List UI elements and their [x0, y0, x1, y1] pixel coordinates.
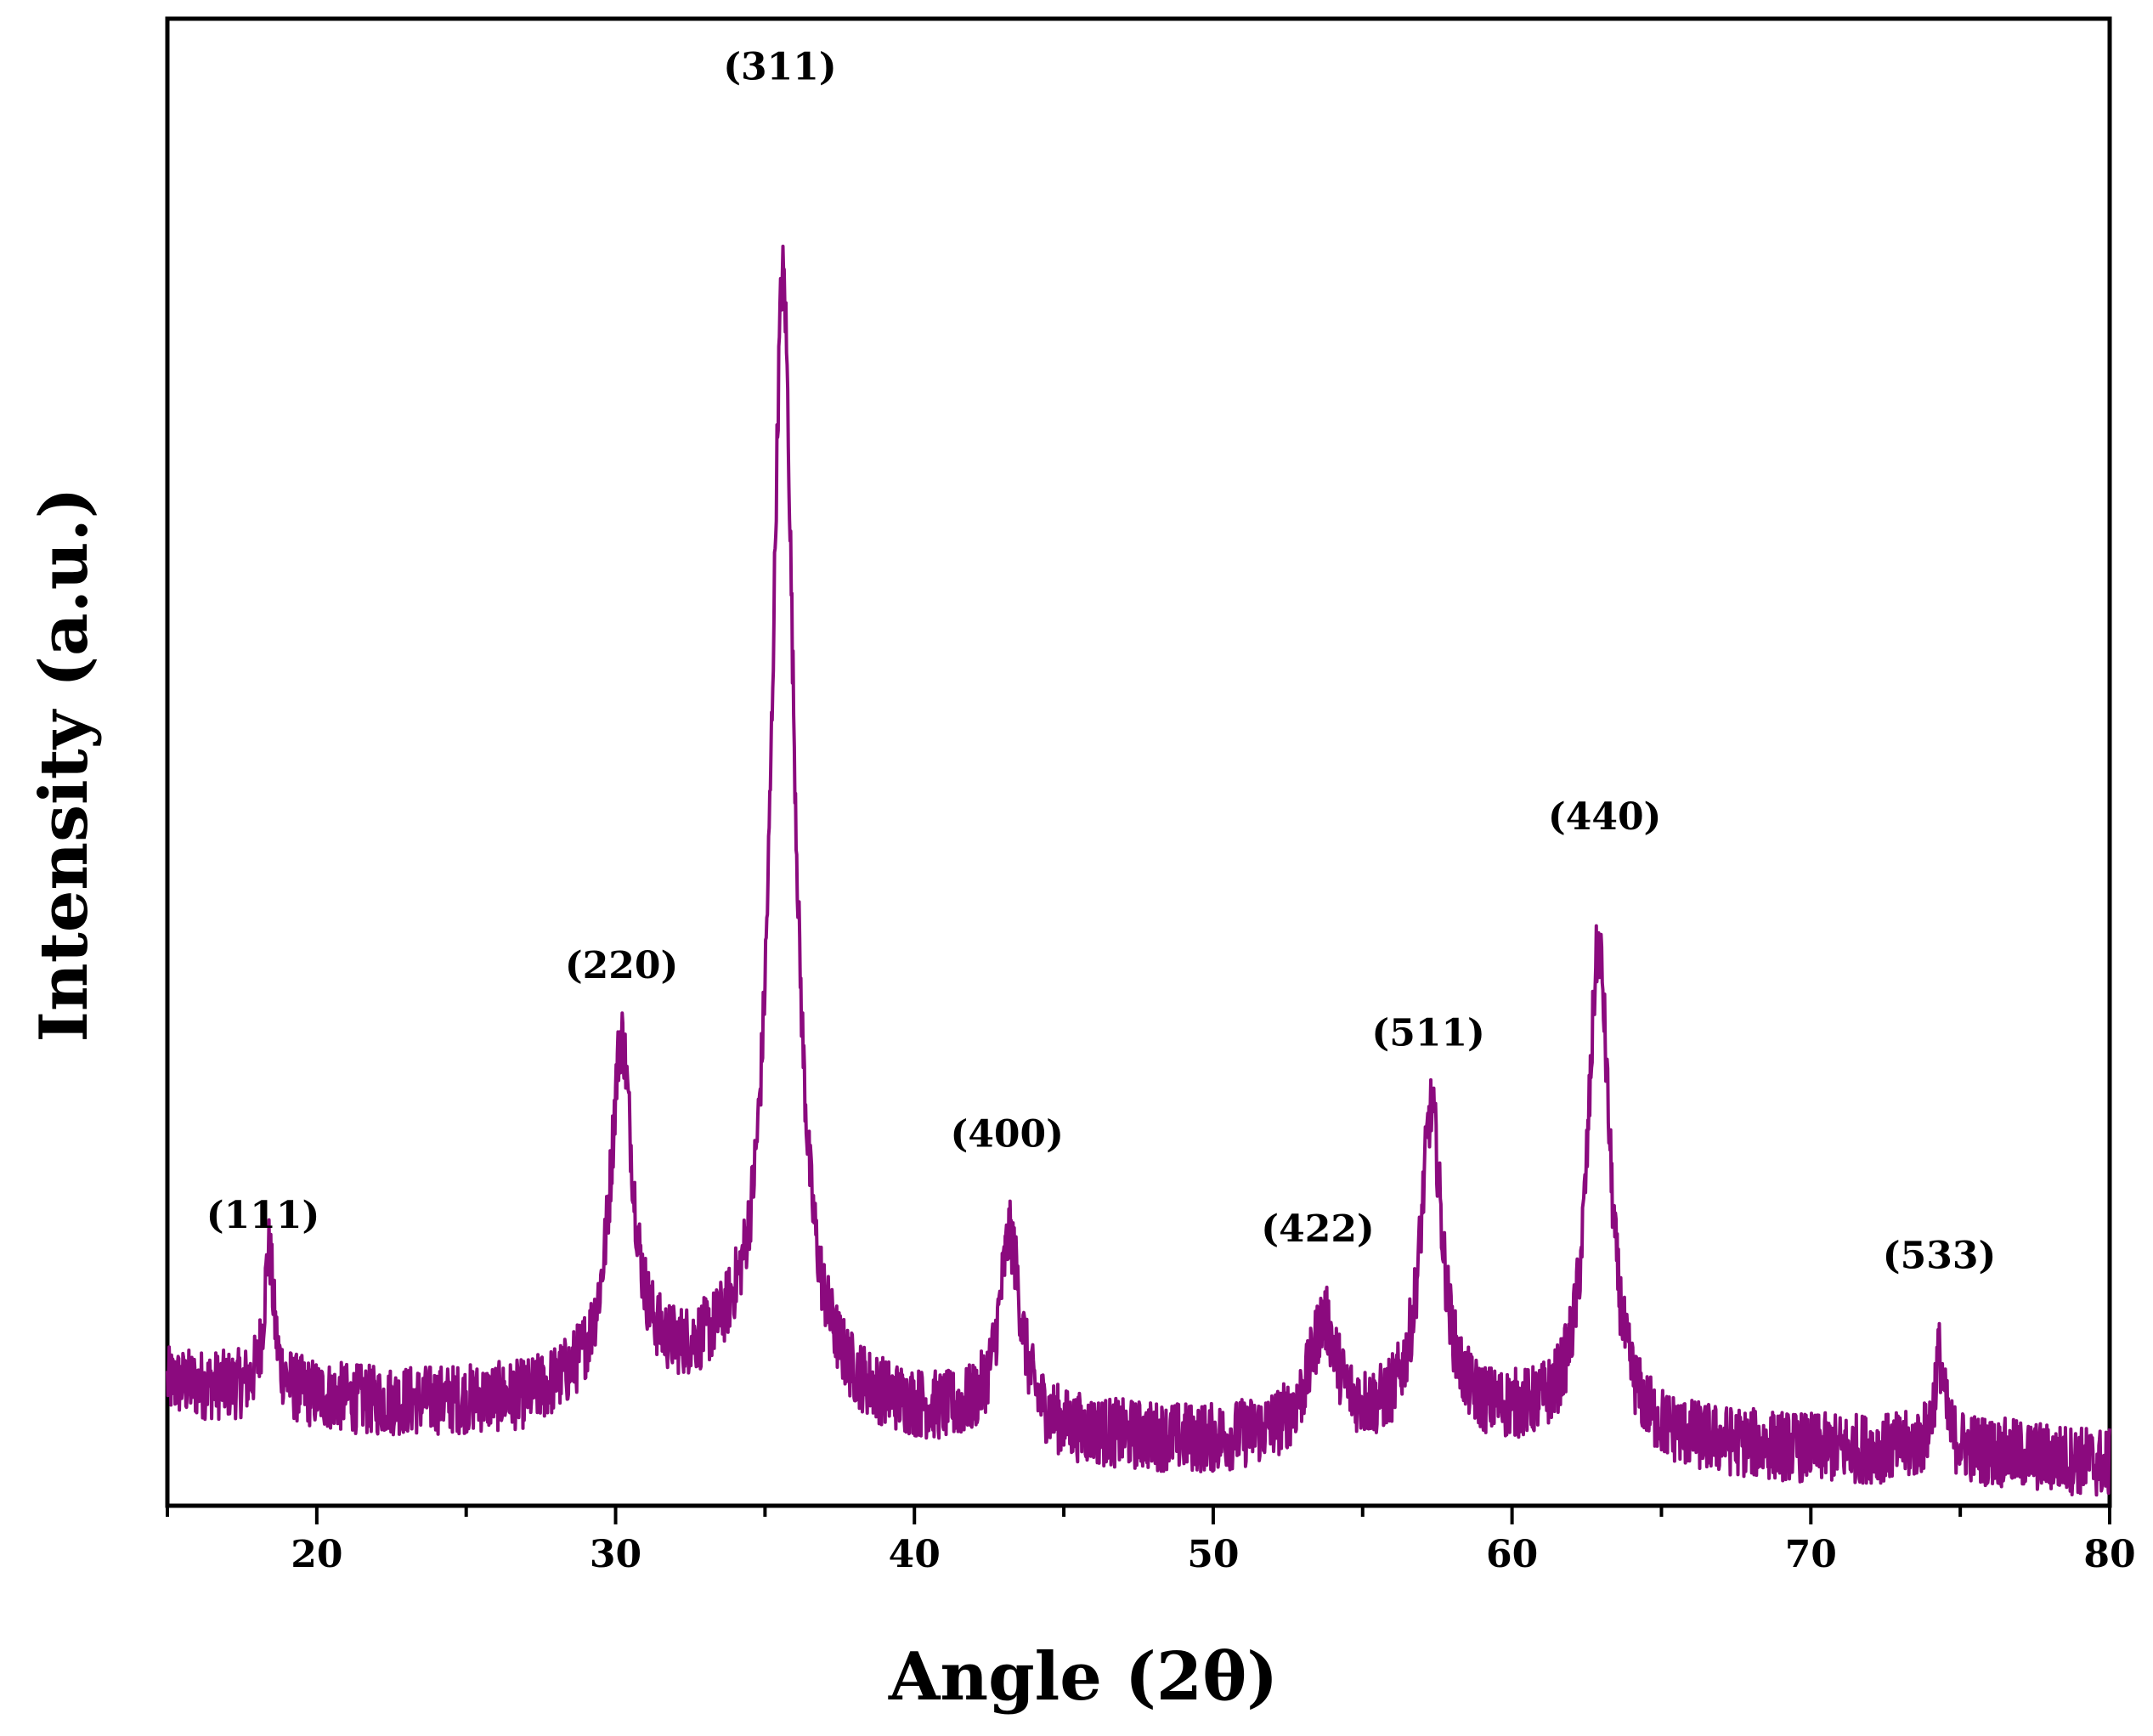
x-tick-label: 50	[1187, 1533, 1239, 1576]
x-tick-label: 70	[1785, 1533, 1837, 1576]
peak-label: (440)	[1548, 795, 1661, 839]
peak-annotations: (111) (220) (311) (400) (422) (511) (440) (533)	[206, 45, 1996, 1277]
peak-label: (422)	[1261, 1207, 1374, 1251]
x-tick-label: 30	[590, 1533, 641, 1576]
peak-label: (533)	[1883, 1235, 1996, 1278]
x-tick-label: 60	[1486, 1533, 1538, 1576]
peak-label: (111)	[206, 1194, 319, 1237]
peak-label: (511)	[1371, 1011, 1484, 1055]
x-axis-title: Angle (2θ)	[888, 1638, 1278, 1716]
data-layer	[166, 244, 2111, 1497]
x-tick-label: 80	[2083, 1533, 2135, 1576]
x-tick-label: 40	[889, 1533, 941, 1576]
y-axis-title: Intensity (a.u.)	[25, 488, 103, 1043]
peak-label: (311)	[723, 45, 836, 88]
peak-label: (400)	[951, 1113, 1064, 1156]
xrd-intensity-line	[166, 244, 2111, 1497]
x-axis-tick-labels: 20 30 40 50 60 70 80	[291, 1533, 2135, 1576]
x-axis-ticks	[166, 1506, 2111, 1524]
peak-label: (220)	[565, 944, 678, 987]
x-tick-label: 20	[291, 1533, 342, 1576]
plot-frame	[165, 16, 2112, 1508]
